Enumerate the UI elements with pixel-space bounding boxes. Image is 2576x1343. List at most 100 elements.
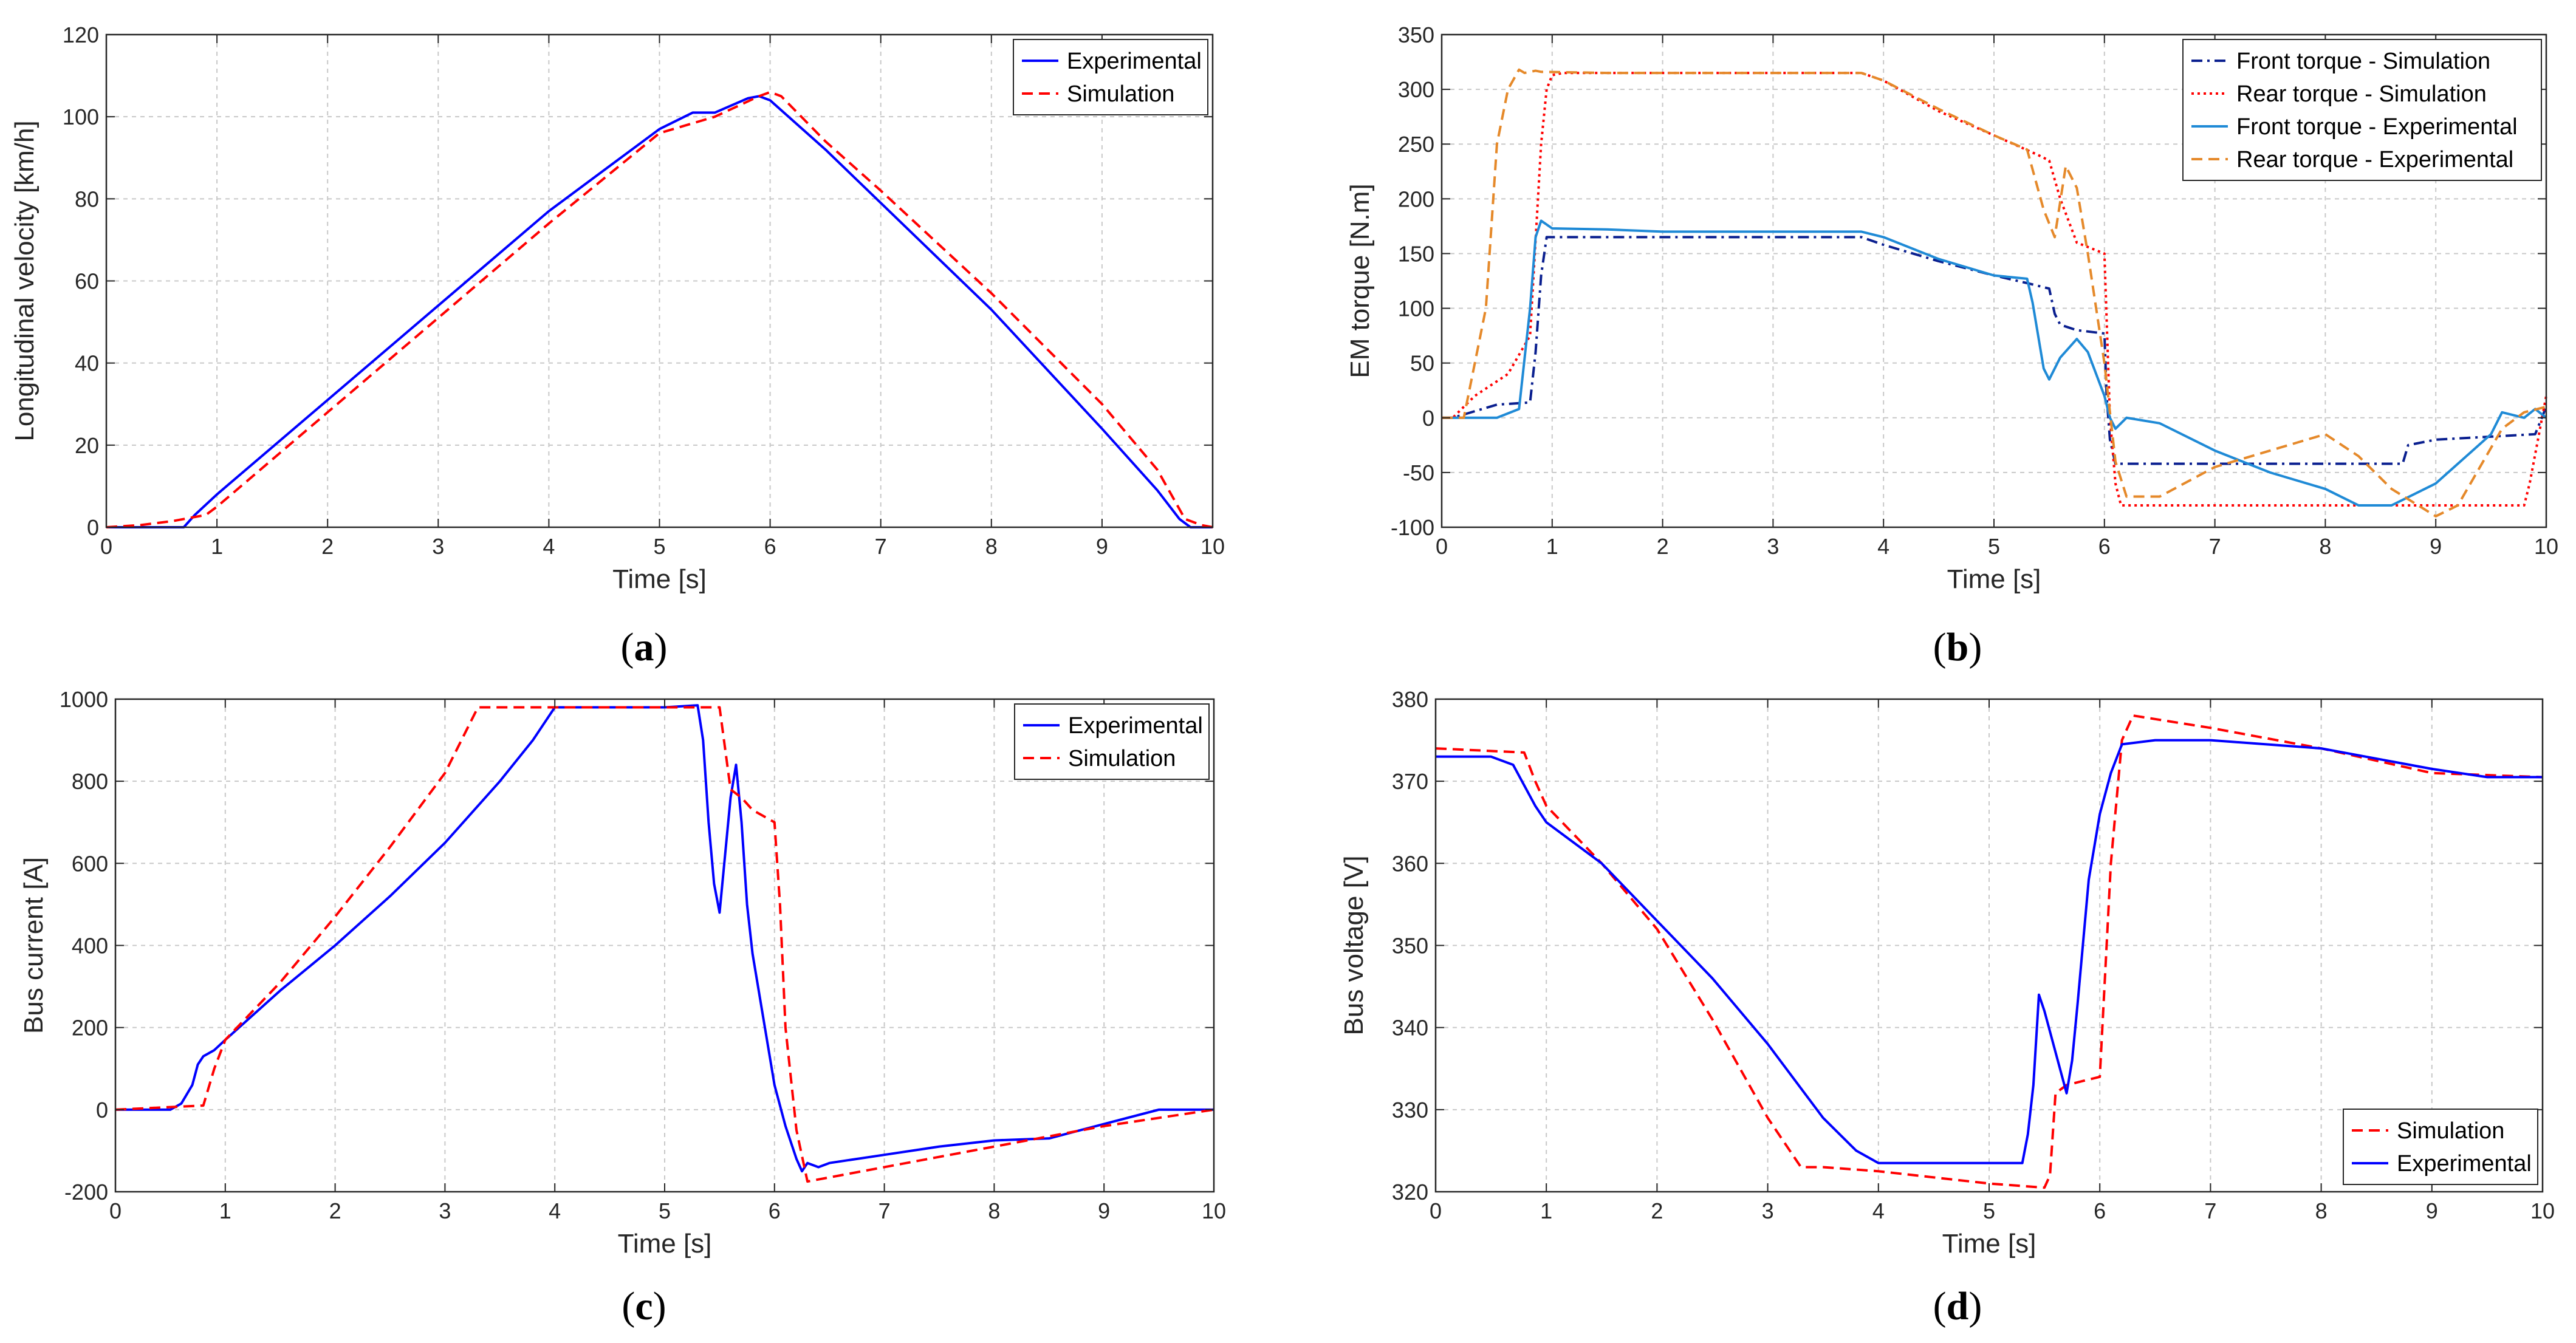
x-tick-label: 1 xyxy=(1540,1198,1552,1223)
x-tick-label: 2 xyxy=(321,534,334,559)
series-line-experimental xyxy=(106,95,1213,528)
series-line-front-torque-simulation xyxy=(1442,236,2547,465)
y-tick-label: 800 xyxy=(72,769,108,794)
chart-b: 0 1 2 3 4 5 6 7 8 9 10 -100 -50 0 50 100 150 200 250 300 350… xyxy=(1345,22,2558,669)
legend-label: Experimental xyxy=(2397,1151,2532,1177)
x-tick-label: 5 xyxy=(1988,534,2000,559)
x-tick-label: 9 xyxy=(1096,534,1108,559)
x-tick-label: 10 xyxy=(2530,1198,2555,1223)
y-tick-label: 100 xyxy=(63,104,99,129)
legend: Front torque - Simulation Rear torque - S… xyxy=(2182,39,2542,181)
y-tick-label: 600 xyxy=(72,851,108,876)
y-tick-label: 150 xyxy=(1398,241,1434,266)
x-tick-label: 4 xyxy=(549,1198,561,1223)
y-tick-label: 320 xyxy=(1392,1180,1428,1205)
y-tick-label: 50 xyxy=(1410,351,1434,376)
y-tick-label: 200 xyxy=(72,1016,108,1041)
y-tick-label: 400 xyxy=(72,934,108,959)
x-tick-label: 1 xyxy=(1546,534,1558,559)
y-tick-label: 370 xyxy=(1392,769,1428,794)
series-line-front-torque-experimental xyxy=(1442,219,2547,507)
y-tick-label: 120 xyxy=(63,22,99,47)
x-tick-label: 8 xyxy=(985,534,998,559)
x-tick-label: 4 xyxy=(543,534,555,559)
chart-d: 0 1 2 3 4 5 6 7 8 9 10 320 330 340 350 360 370 380 Time [s… xyxy=(1339,687,2555,1328)
x-tick-label: 3 xyxy=(1762,1198,1774,1223)
panel-caption: (a) xyxy=(621,625,668,669)
y-tick-label: 100 xyxy=(1398,296,1434,321)
y-tick-label: 350 xyxy=(1392,934,1428,959)
legend-label: Front torque - Experimental xyxy=(2236,114,2518,140)
x-tick-label: 0 xyxy=(1436,534,1448,559)
x-tick-label: 5 xyxy=(653,534,665,559)
series-line-simulation xyxy=(106,91,1213,528)
x-tick-label: 1 xyxy=(219,1198,231,1223)
legend-box xyxy=(2343,1109,2538,1185)
x-tick-label: 1 xyxy=(211,534,223,559)
x-axis-label: Time [s] xyxy=(1942,1229,2036,1259)
x-tick-label: 5 xyxy=(1983,1198,1995,1223)
x-tick-label: 10 xyxy=(1201,534,1225,559)
y-axis-label: EM torque [N.m] xyxy=(1345,183,1375,378)
x-tick-label: 6 xyxy=(769,1198,781,1223)
legend-label: Simulation xyxy=(1067,81,1174,107)
y-tick-label: 0 xyxy=(87,515,99,540)
x-tick-label: 3 xyxy=(432,534,444,559)
panel-caption: (d) xyxy=(1933,1284,1982,1328)
x-tick-label: 9 xyxy=(1098,1198,1110,1223)
x-tick-label: 4 xyxy=(1877,534,1889,559)
x-tick-label: 7 xyxy=(875,534,887,559)
y-tick-label: 0 xyxy=(1422,406,1434,431)
legend-label: Rear torque - Experimental xyxy=(2236,147,2513,173)
y-axis-label: Bus current [A] xyxy=(19,857,49,1034)
y-tick-label: -50 xyxy=(1403,460,1434,485)
x-tick-label: 8 xyxy=(2315,1198,2328,1223)
legend-label: Simulation xyxy=(2397,1118,2504,1144)
series-line-simulation xyxy=(1435,714,2543,1189)
legend-box xyxy=(1013,39,1208,115)
x-tick-label: 9 xyxy=(2426,1198,2438,1223)
panel-caption: (c) xyxy=(622,1284,666,1328)
legend: Experimental Simulation xyxy=(1013,39,1208,115)
y-tick-label: 340 xyxy=(1392,1016,1428,1041)
legend-label: Front torque - Simulation xyxy=(2236,49,2490,74)
x-tick-label: 4 xyxy=(1872,1198,1885,1223)
y-tick-label: 300 xyxy=(1398,77,1434,102)
y-tick-label: 330 xyxy=(1392,1098,1428,1123)
x-tick-label: 2 xyxy=(1651,1198,1663,1223)
legend-label: Experimental xyxy=(1068,713,1203,739)
series-line-rear-torque-simulation xyxy=(1442,72,2547,507)
series-line-simulation xyxy=(115,706,1214,1183)
series-line-rear-torque-experimental xyxy=(1442,68,2547,518)
x-tick-label: 0 xyxy=(109,1198,122,1223)
x-tick-label: 0 xyxy=(100,534,112,559)
x-tick-label: 2 xyxy=(329,1198,341,1223)
x-tick-label: 0 xyxy=(1430,1198,1442,1223)
x-tick-label: 3 xyxy=(1767,534,1779,559)
y-tick-label: 40 xyxy=(75,351,99,376)
x-axis-label: Time [s] xyxy=(1947,564,2041,594)
x-tick-label: 9 xyxy=(2430,534,2442,559)
x-tick-label: 6 xyxy=(2098,534,2111,559)
x-tick-label: 8 xyxy=(2319,534,2331,559)
y-tick-label: 60 xyxy=(75,269,99,294)
x-tick-label: 6 xyxy=(2094,1198,2106,1223)
x-tick-label: 8 xyxy=(988,1198,1000,1223)
x-tick-label: 7 xyxy=(2204,1198,2216,1223)
y-tick-label: 200 xyxy=(1398,186,1434,211)
legend-box xyxy=(1014,703,1210,780)
y-tick-label: 1000 xyxy=(60,687,108,712)
y-tick-label: 250 xyxy=(1398,132,1434,157)
y-tick-label: 0 xyxy=(96,1098,108,1123)
x-tick-label: 6 xyxy=(764,534,776,559)
x-tick-label: 7 xyxy=(879,1198,891,1223)
legend: Simulation Experimental xyxy=(2343,1109,2538,1185)
x-tick-label: 7 xyxy=(2209,534,2221,559)
y-tick-label: 20 xyxy=(75,433,99,458)
y-tick-label: 350 xyxy=(1398,22,1434,47)
legend-label: Simulation xyxy=(1068,746,1176,771)
legend-label: Rear torque - Simulation xyxy=(2236,81,2487,107)
